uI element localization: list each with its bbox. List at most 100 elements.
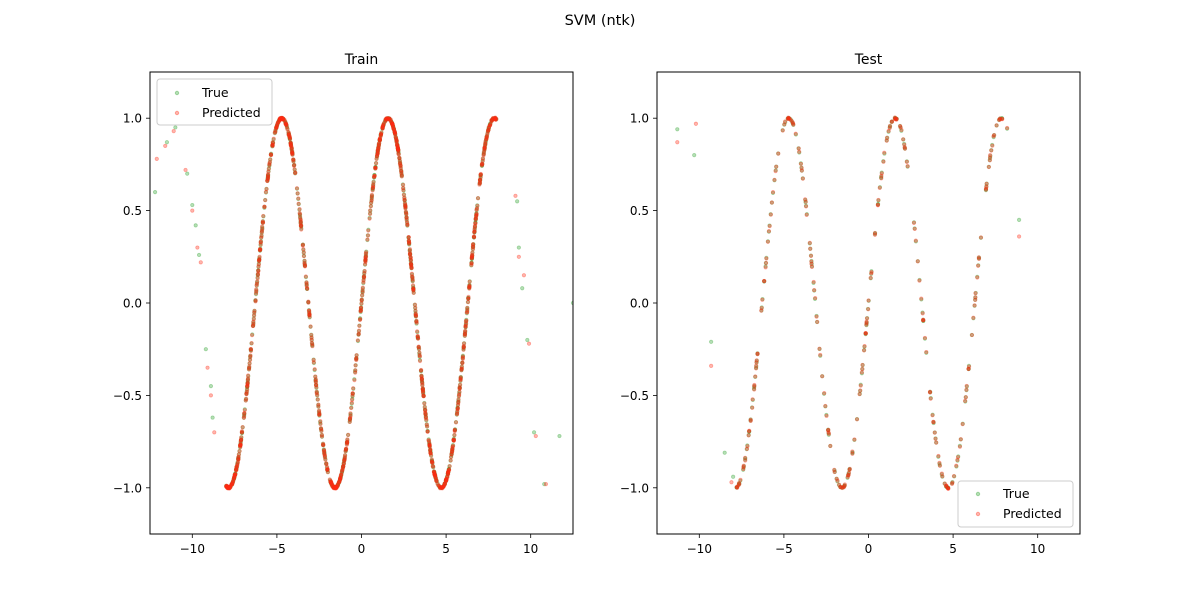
train-true-point (395, 143, 400, 148)
train-predicted-point (330, 484, 335, 490)
train-predicted-point (434, 478, 439, 483)
test-y-tick-label: 0.0 (630, 297, 649, 311)
train-predicted-point (377, 135, 383, 141)
train-true-point (337, 478, 342, 483)
train-predicted-point (233, 468, 239, 473)
train-predicted-point (431, 464, 436, 469)
train-predicted-point (154, 156, 159, 161)
train-predicted-point (432, 473, 438, 478)
train-predicted-point (432, 472, 437, 477)
test-predicted-point (822, 391, 827, 396)
train-true-point (343, 447, 349, 452)
train-true-point (280, 116, 285, 121)
train-predicted-point (260, 220, 266, 225)
train-predicted-point (250, 323, 255, 329)
train-true-point (255, 275, 260, 280)
train-true-point (256, 259, 262, 264)
train-predicted-point (401, 188, 406, 193)
train-predicted-point (357, 323, 362, 328)
train-predicted-point (342, 457, 347, 462)
test-predicted-point (992, 133, 997, 138)
train-predicted-point (428, 451, 433, 456)
train-predicted-point (423, 414, 428, 419)
train-true-point (235, 461, 240, 466)
train-predicted-point (420, 383, 425, 388)
train-predicted-point (391, 126, 396, 131)
train-predicted-point (298, 221, 303, 226)
train-predicted-point (291, 159, 296, 164)
train-predicted-point (395, 147, 401, 152)
train-predicted-point (307, 311, 312, 316)
train-true-point (371, 179, 376, 184)
train-predicted-point (439, 485, 444, 490)
train-true-point (465, 305, 470, 311)
train-true-point (258, 246, 263, 251)
train-predicted-point (414, 329, 420, 334)
train-predicted-point (466, 294, 471, 299)
train-predicted-point (417, 350, 422, 355)
test-predicted-point (973, 291, 978, 296)
train-true-point (334, 485, 339, 490)
train-predicted-point (396, 147, 401, 152)
train-true-point (409, 262, 414, 267)
train-true-point (449, 452, 454, 457)
train-true-point (361, 277, 366, 282)
train-predicted-point (258, 235, 264, 240)
train-predicted-point (389, 120, 394, 125)
test-predicted-point (818, 352, 823, 358)
train-true-point (310, 343, 315, 348)
train-true-point (225, 485, 230, 490)
train-true-point (287, 137, 293, 142)
train-true-point (278, 116, 283, 121)
train-true-point (403, 203, 408, 209)
train-true-point (460, 360, 465, 366)
train-predicted-point (378, 132, 384, 137)
train-true-point (257, 248, 263, 253)
train-predicted-point (383, 117, 388, 122)
train-predicted-point (428, 450, 433, 456)
train-true-point (373, 164, 378, 170)
train-predicted-point (365, 233, 371, 238)
train-true-point (232, 474, 237, 479)
train-true-point (304, 282, 309, 287)
train-true-point (329, 482, 334, 487)
train-predicted-point (390, 125, 396, 130)
train-true-point (486, 128, 491, 133)
train-predicted-point (171, 129, 176, 134)
train-predicted-point (276, 119, 281, 124)
train-true-point (420, 388, 426, 393)
train-predicted-point (419, 377, 425, 382)
train-true-point (469, 255, 475, 260)
train-predicted-point (375, 149, 380, 154)
train-true-point (377, 137, 382, 142)
train-true-point (357, 323, 362, 328)
train-predicted-point (309, 332, 314, 338)
train-y-tick-label: −0.5 (113, 389, 142, 403)
train-predicted-point (385, 115, 390, 121)
train-true-point (231, 477, 236, 482)
train-predicted-point (226, 484, 231, 490)
test-points (675, 115, 1022, 491)
train-true-point (492, 116, 498, 121)
train-predicted-point (458, 382, 463, 387)
train-true-point (405, 223, 410, 228)
train-true-point (439, 485, 444, 490)
train-true-point (229, 482, 234, 487)
train-predicted-point (224, 484, 230, 489)
train-predicted-point (232, 472, 238, 477)
train-predicted-point (404, 211, 409, 217)
train-predicted-point (212, 430, 217, 435)
train-predicted-point (287, 135, 293, 140)
train-true-point (233, 471, 238, 476)
test-predicted-point (729, 480, 734, 485)
test-predicted-point (772, 177, 777, 182)
train-predicted-point (279, 115, 284, 120)
train-true-point (340, 464, 346, 469)
train-predicted-point (270, 140, 275, 145)
train-predicted-point (227, 484, 232, 490)
train-true-point (406, 238, 411, 244)
test-predicted-point (964, 383, 969, 389)
train-y-tick-label: 0.5 (123, 204, 142, 218)
test-predicted-point (927, 389, 933, 394)
train-predicted-point (317, 408, 322, 413)
